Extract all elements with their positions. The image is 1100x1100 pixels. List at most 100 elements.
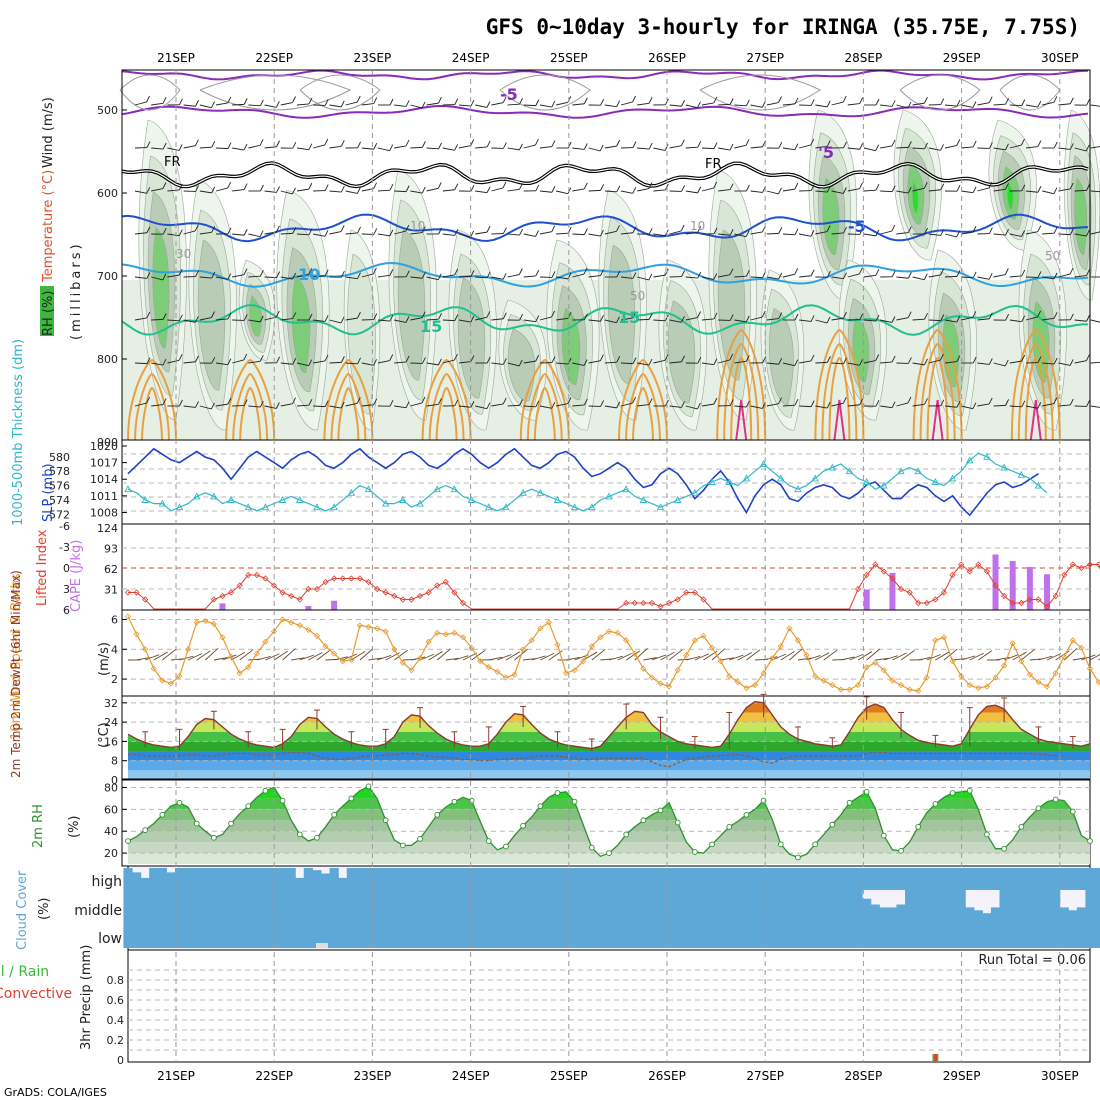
- wind-barb-flag: [632, 141, 637, 148]
- cloud-bar-mid-low: [466, 890, 477, 948]
- wind-barb: [151, 318, 164, 321]
- wind-barb-flag: [859, 182, 863, 189]
- wind-barb: [377, 189, 391, 192]
- wind-barb-flag: [956, 139, 961, 146]
- li-marker: [228, 589, 235, 596]
- cloud-bar-mid-low: [1059, 907, 1069, 948]
- cloud-bar-mid-low: [312, 890, 322, 948]
- wind-barb: [134, 317, 147, 321]
- wind-barb: [523, 319, 536, 323]
- barb-10m: [213, 657, 228, 661]
- precip-ylabel-convective: Convective: [0, 986, 72, 1002]
- wind-barb: [863, 147, 876, 152]
- wind-marker: [279, 616, 286, 623]
- wind-barb-flag: [794, 359, 799, 366]
- li-marker: [992, 582, 999, 589]
- wind-barb-flag: [308, 313, 313, 321]
- contour-label: 10: [410, 219, 425, 233]
- wind-barb-flag: [243, 268, 248, 275]
- rh-tick: 60: [104, 803, 118, 816]
- cloud-bar-high: [226, 868, 236, 890]
- wind-barb-flag: [357, 141, 362, 148]
- wind-marker: [657, 680, 664, 687]
- cloud-bar-high: [905, 868, 915, 890]
- wind-barb-flag: [227, 227, 232, 234]
- wind-marker: [1035, 679, 1042, 686]
- li-marker: [648, 599, 656, 607]
- rh-marker: [846, 799, 853, 806]
- wind-barb: [248, 104, 261, 107]
- wind-barb-flag: [859, 359, 863, 366]
- wind-ylabel: 10m Wind Speed & Barbs: [9, 573, 24, 740]
- wind-marker: [494, 668, 501, 675]
- wind-barb-flag: [146, 357, 151, 364]
- cloud-bar-mid-low: [398, 890, 408, 948]
- barb-10m: [359, 648, 374, 661]
- wind-barb-flag: [1085, 354, 1090, 361]
- wind-barb-flag: [778, 272, 783, 280]
- wind-barb-flag: [1069, 267, 1074, 275]
- wind-barb-flag: [421, 226, 426, 233]
- wind-barb: [750, 276, 763, 279]
- cloud-bar-mid-low: [1085, 890, 1095, 948]
- wind-barb: [734, 319, 747, 323]
- li-marker: [253, 571, 260, 579]
- wind-marker: [648, 674, 656, 681]
- contour-warm: [926, 356, 949, 441]
- wind-barb-flag: [470, 315, 475, 323]
- li-marker: [391, 592, 398, 600]
- cloud-bar-high: [716, 868, 726, 890]
- wind-barb: [782, 404, 796, 407]
- date-label-bottom: 21SEP: [157, 1069, 195, 1083]
- wind-barb: [653, 189, 666, 192]
- barb-10m: [840, 656, 855, 661]
- wind-barb-flag: [988, 312, 993, 319]
- thickness-marker: [880, 481, 888, 489]
- li-marker: [142, 596, 149, 603]
- wind-barb-flag: [373, 97, 378, 104]
- wind-barb: [410, 402, 423, 407]
- thickness-marker: [914, 467, 922, 475]
- wind-barb-flag: [502, 142, 507, 149]
- wind-barb-flag: [259, 355, 264, 362]
- wind-barb: [539, 190, 552, 193]
- wind-barb: [944, 233, 957, 238]
- cloud-bar-high: [801, 868, 812, 890]
- wind-barb: [799, 275, 812, 278]
- cloud-bar-high: [192, 868, 202, 890]
- wind-barb-flag: [810, 184, 815, 191]
- wind-barb-flag: [923, 182, 928, 189]
- li-marker: [872, 561, 879, 568]
- wind-barb-flag: [454, 98, 459, 105]
- wind-barb: [863, 274, 876, 278]
- wind-barb-flag: [373, 313, 378, 320]
- wind-marker: [863, 664, 870, 671]
- wind-barb: [912, 276, 925, 281]
- wind-barb: [442, 274, 455, 278]
- li-marker: [133, 589, 140, 596]
- wind-barb: [815, 361, 828, 364]
- wind-barb-flag: [697, 140, 702, 148]
- wind-barb-flag: [178, 98, 183, 105]
- wind-barb: [620, 190, 633, 194]
- wind-barb-flag: [762, 356, 767, 363]
- li-marker: [270, 582, 278, 589]
- cloud-bar-high: [810, 868, 820, 890]
- cloud-bar-mid-low: [355, 890, 365, 948]
- cloud-bar-high: [862, 868, 872, 890]
- li-marker: [1078, 564, 1085, 572]
- wind-marker: [949, 658, 956, 665]
- li-marker: [442, 578, 449, 586]
- wind-barb: [896, 104, 909, 109]
- barb-10m: [136, 656, 151, 661]
- rh-shade-cell: [457, 277, 486, 399]
- wind-marker: [124, 613, 132, 620]
- wind-barb: [280, 362, 293, 365]
- wind-marker: [425, 638, 432, 645]
- wind-barb-flag: [567, 397, 572, 404]
- wind-barb-flag: [421, 186, 426, 194]
- wind-barb: [167, 189, 180, 192]
- cloud-bar-high: [286, 868, 296, 890]
- wind-barb: [329, 104, 342, 108]
